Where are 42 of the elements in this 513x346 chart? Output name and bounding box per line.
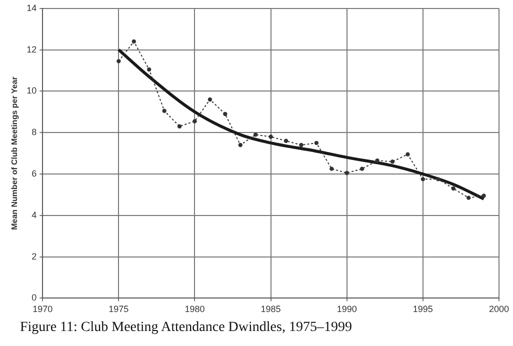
point xyxy=(344,170,349,176)
y-tick-label: 8 xyxy=(32,127,37,138)
point xyxy=(192,119,197,124)
point xyxy=(451,186,456,191)
point xyxy=(284,138,288,143)
x-tick-label: 2000 xyxy=(488,304,510,314)
point xyxy=(299,142,304,148)
point xyxy=(132,39,136,44)
point xyxy=(330,166,334,171)
point xyxy=(482,194,486,198)
point xyxy=(208,97,212,102)
x-tick-label: 1990 xyxy=(336,304,357,314)
y-tick-label: 10 xyxy=(26,86,37,96)
y-tick-label: 4 xyxy=(32,210,37,220)
y-tick-label: 12 xyxy=(26,44,37,54)
point xyxy=(360,166,364,171)
point xyxy=(177,124,182,128)
x-tick-label: 1985 xyxy=(260,304,281,314)
y-tick-label: 0 xyxy=(32,292,37,303)
point xyxy=(238,142,242,148)
point xyxy=(420,177,426,182)
x-tick-label: 1995 xyxy=(412,304,433,314)
point xyxy=(223,112,228,116)
point xyxy=(116,59,121,64)
point xyxy=(253,132,258,137)
y-tick-label: 14 xyxy=(26,2,37,13)
point xyxy=(375,158,380,163)
x-tick-label: 1975 xyxy=(108,304,129,314)
point xyxy=(406,152,410,156)
y-tick-label: 6 xyxy=(32,168,37,178)
x-tick-label: 1970 xyxy=(32,304,53,314)
point xyxy=(466,196,471,200)
point xyxy=(390,159,395,164)
point xyxy=(147,67,152,72)
point xyxy=(268,134,273,139)
x-tick-label: 1980 xyxy=(184,304,205,314)
y-tick-label: 2 xyxy=(32,251,37,262)
y-axis-title: Mean Number of Club Meetings per Year xyxy=(10,76,20,230)
text: Figure 11: Club Meeting Attendance Dwindles, 1975–1999 xyxy=(20,320,352,336)
point xyxy=(314,140,319,146)
point xyxy=(162,108,166,113)
point xyxy=(436,177,440,182)
